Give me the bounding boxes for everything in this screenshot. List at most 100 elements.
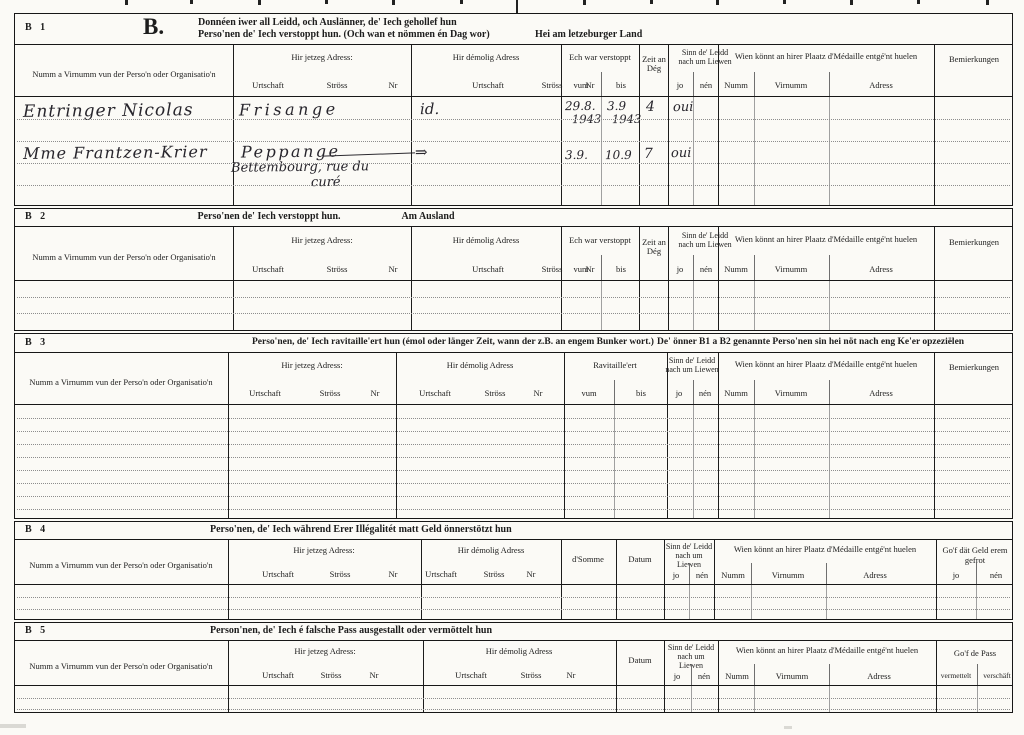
table-rule-vertical xyxy=(718,281,719,330)
table-rule-dotted xyxy=(17,119,1010,120)
b4-title: Perso'nen, de' Iech während Erer Illégal… xyxy=(210,524,512,535)
col-verstoppt: Ech war verstoppt xyxy=(569,235,631,245)
scan-smudge xyxy=(0,724,26,728)
col-numm: Numm xyxy=(724,264,748,274)
col-virnumm: Virnumm xyxy=(774,388,808,398)
col-nen: nén xyxy=(989,570,1003,580)
table-rule-dotted xyxy=(17,297,1010,298)
table-rule-vertical xyxy=(976,585,977,619)
table-rule-dotted xyxy=(17,709,1010,710)
col-wien-medaille: Wien könnt an hirer Plaatz d'Médaille en… xyxy=(735,645,919,655)
table-rule-vertical xyxy=(614,405,615,518)
entry-demolig-addr2: Bettembourg, rue du xyxy=(230,159,370,176)
table-rule-vertical xyxy=(411,281,412,330)
table-rule-vertical xyxy=(754,686,755,712)
table-rule-vertical xyxy=(664,686,665,712)
table-rule-vertical xyxy=(639,227,640,280)
col-zeit: Zeit an Dég xyxy=(642,237,666,256)
table-rule-dotted xyxy=(17,431,1010,432)
table-rule-vertical xyxy=(668,281,669,330)
entry-vum: 3.9. xyxy=(564,147,588,163)
col-wien-medaille: Wien könnt an hirer Plaatz d'Médaille en… xyxy=(734,234,918,244)
b2-section-label: B 2 xyxy=(25,211,49,222)
table-rule-vertical xyxy=(691,663,692,685)
b4-column-header: Numm a Virnumm vun der Perso'n oder Orga… xyxy=(15,540,1012,585)
table-rule-vertical xyxy=(689,585,690,619)
scan-mark xyxy=(325,0,328,4)
table-rule-vertical xyxy=(601,254,602,280)
table-rule-vertical xyxy=(664,641,665,685)
table-rule-dotted xyxy=(17,483,1010,484)
b3-note: De' önner B1 a B2 genannte Perso'nen sin… xyxy=(657,337,965,347)
table-rule-vertical xyxy=(826,585,827,619)
col-numm: Numm xyxy=(724,80,748,90)
col-virnumm: Virnumm xyxy=(771,570,805,580)
col-stross: Ströss xyxy=(484,388,506,398)
table-rule-vertical xyxy=(976,562,977,584)
b4-table-body xyxy=(15,585,1012,619)
section-b3: B 3 Perso'nen, de' Iech ravitaille'ert h… xyxy=(14,333,1013,519)
table-rule-vertical xyxy=(421,540,422,584)
col-bemierkungen: Bemierkungen xyxy=(948,362,1000,372)
col-nen: nén xyxy=(699,80,713,90)
table-rule-vertical xyxy=(934,281,935,330)
table-rule-vertical xyxy=(754,379,755,404)
table-rule-vertical xyxy=(934,227,935,280)
table-rule-vertical xyxy=(233,281,234,330)
table-rule-vertical xyxy=(829,97,830,205)
col-jo: jo xyxy=(672,570,680,580)
col-adress: Adress xyxy=(869,264,893,274)
col-nen: nén xyxy=(698,388,712,398)
col-name: Numm a Virnumm vun der Perso'n oder Orga… xyxy=(32,252,216,262)
entry-name: Mme Frantzen-Krier xyxy=(22,142,208,163)
table-rule-vertical xyxy=(396,353,397,404)
b2-title-band: B 2 Perso'nen de' Iech verstoppt hun. Am… xyxy=(15,209,1012,227)
col-nen: nén xyxy=(695,570,709,580)
table-rule-vertical xyxy=(754,663,755,685)
col-nen: nén xyxy=(699,264,713,274)
col-stross: Ströss xyxy=(326,264,348,274)
table-rule-vertical xyxy=(934,97,935,205)
table-rule-vertical xyxy=(233,45,234,96)
b1-title-line1: Donnéen iwer all Leidd, och Auslänner, d… xyxy=(198,17,457,28)
table-rule-vertical xyxy=(423,686,424,712)
col-numm: Numm xyxy=(721,570,745,580)
col-name: Numm a Virnumm vun der Perso'n oder Orga… xyxy=(32,69,216,79)
table-rule-dotted xyxy=(17,509,1010,510)
table-rule-vertical xyxy=(668,45,669,96)
entry-bis: 3.9 xyxy=(606,98,627,114)
col-wien-medaille: Wien könnt an hirer Plaatz d'Médaille en… xyxy=(734,51,918,61)
col-demolig-adress: Hir démolig Adress xyxy=(457,545,525,555)
b5-table-body xyxy=(15,686,1012,712)
col-gof-geld: Go'f dät Geld erem gefrot xyxy=(942,545,1008,565)
col-jo: jo xyxy=(676,80,684,90)
col-urtschaft: Urtschaft xyxy=(455,670,487,680)
b4-title-band: B 4 Perso'nen, de' Iech während Erer Ill… xyxy=(15,522,1012,540)
table-rule-vertical xyxy=(718,97,719,205)
col-stross: Ströss xyxy=(520,670,542,680)
table-rule-vertical xyxy=(751,585,752,619)
table-rule-vertical xyxy=(718,227,719,280)
table-rule-dotted xyxy=(17,597,1010,598)
entry-zeit: 4 xyxy=(645,98,656,116)
table-rule-dotted xyxy=(17,496,1010,497)
col-verschaft: verschäft xyxy=(983,671,1011,680)
b2-column-header: Numm a Virnumm vun der Perso'n oder Orga… xyxy=(15,227,1012,281)
col-vum: vum xyxy=(573,80,589,90)
table-rule-vertical xyxy=(936,641,937,685)
table-rule-vertical xyxy=(977,663,978,685)
table-rule-dotted xyxy=(17,444,1010,445)
table-rule-dotted xyxy=(17,698,1010,699)
table-rule-vertical xyxy=(693,97,694,205)
col-vermettelt: vermettelt xyxy=(940,671,972,680)
scan-mark xyxy=(392,0,395,5)
table-rule-vertical xyxy=(411,227,412,280)
section-b5: B 5 Person'nen, de' Iech é falsche Pass … xyxy=(14,622,1013,713)
col-wien-medaille: Wien könnt an hirer Plaatz d'Médaille en… xyxy=(734,359,918,369)
table-rule-vertical xyxy=(714,585,715,619)
col-virnumm: Virnumm xyxy=(774,264,808,274)
table-rule-vertical xyxy=(751,562,752,584)
b5-column-header: Numm a Virnumm vun der Perso'n oder Orga… xyxy=(15,641,1012,686)
table-rule-vertical xyxy=(614,379,615,404)
section-b2: B 2 Perso'nen de' Iech verstoppt hun. Am… xyxy=(14,208,1013,331)
